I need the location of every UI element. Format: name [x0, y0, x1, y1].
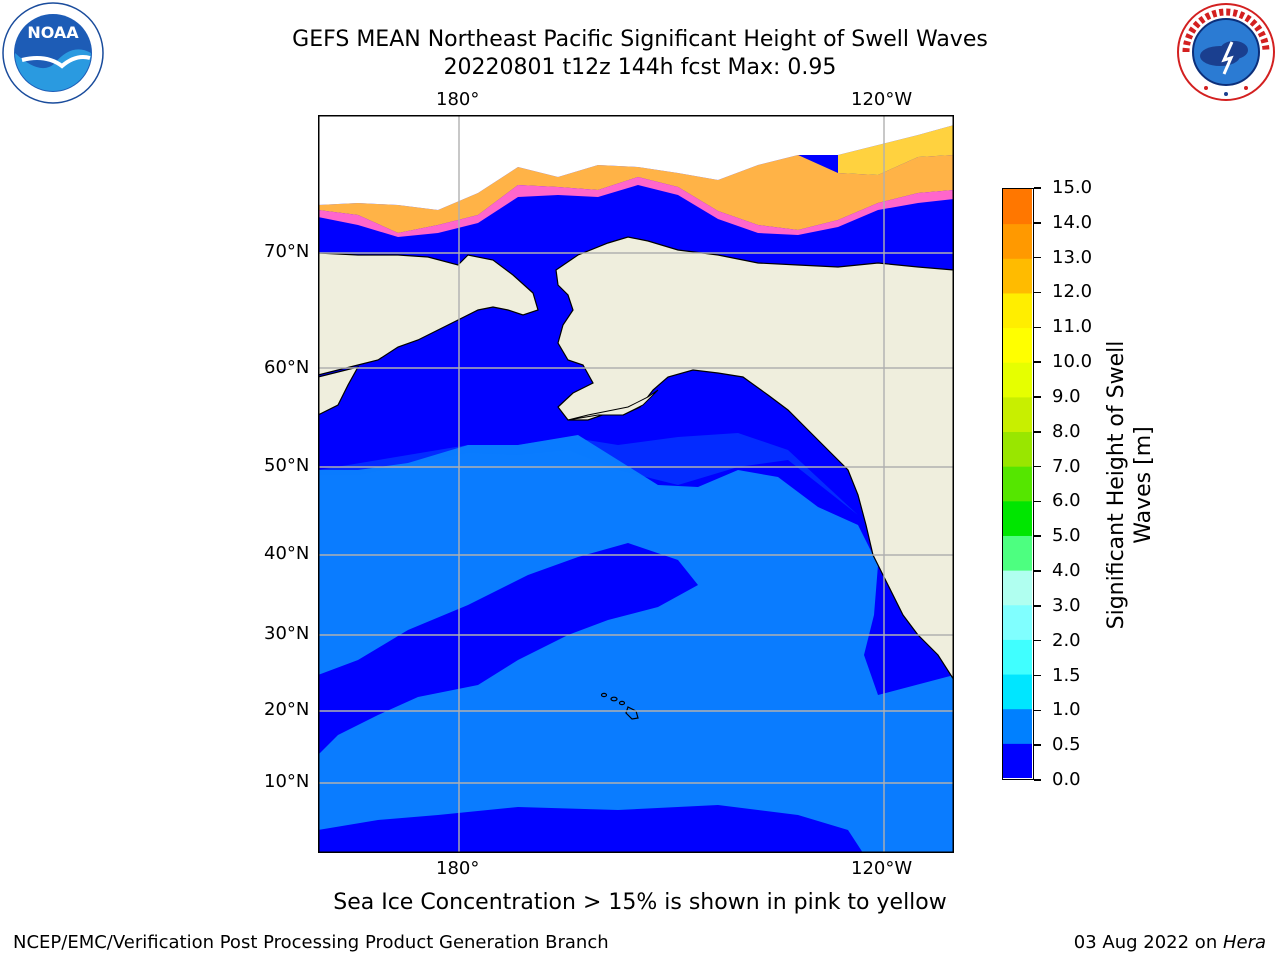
noaa-logo-text: NOAA: [27, 23, 79, 42]
colorbar-tick-mark: [1034, 639, 1041, 642]
colorbar-tick-label: 0.0: [1052, 769, 1081, 790]
colorbar-tick-label: 9.0: [1052, 385, 1081, 407]
noaa-logo-icon: NOAA: [2, 2, 104, 104]
chart-subtitle: 20220801 t12z 144h fcst Max: 0.95: [443, 55, 837, 80]
map-panel: [318, 115, 954, 853]
colorbar-label: Significant Height of Swell Waves [m]: [1103, 335, 1157, 635]
colorbar-swatch: [1003, 466, 1032, 502]
colorbar-tick-mark: [1034, 431, 1041, 433]
colorbar-tick-mark: [1034, 465, 1041, 468]
colorbar-swatch: [1003, 431, 1032, 467]
colorbar-swatch: [1003, 639, 1032, 675]
colorbar-tick-mark: [1034, 256, 1041, 259]
colorbar-tick-label: 1.5: [1052, 664, 1081, 686]
lat-label-20n: 20°N: [264, 699, 310, 720]
colorbar-tick-label: 2.0: [1052, 629, 1081, 651]
colorbar-tick-label: 3.0: [1052, 594, 1081, 616]
swell-dark-south: [318, 805, 863, 853]
lon-label-bottom-120w: 120°W: [851, 858, 913, 879]
colorbar-tick-mark: [1034, 674, 1041, 677]
graticule: [318, 115, 954, 853]
colorbar-swatch: [1003, 396, 1032, 433]
lat-label-40n: 40°N: [264, 543, 310, 564]
colorbar-tick-label: 13.0: [1052, 246, 1093, 268]
footer-machine: Hera: [1222, 932, 1266, 953]
colorbar-tick-label: 12.0: [1052, 281, 1093, 303]
lon-label-top-180: 180°: [436, 89, 480, 110]
colorbar-tick-mark: [1034, 570, 1041, 572]
colorbar-tick-mark: [1034, 361, 1041, 363]
colorbar-tick-label: 5.0: [1052, 525, 1081, 547]
colorbar-swatch: [1003, 535, 1032, 571]
lat-label-30n: 30°N: [264, 623, 310, 644]
footer-date: 03 Aug 2022 on: [1073, 932, 1223, 953]
land-siberia: [318, 252, 539, 376]
lon-label-top-120w: 120°W: [851, 89, 913, 110]
colorbar-tick-label: 10.0: [1052, 351, 1093, 373]
colorbar-swatch: [1003, 258, 1032, 294]
colorbar-tick-label: 8.0: [1052, 420, 1081, 442]
land-north-america: [555, 236, 954, 682]
colorbar-tick-mark: [1034, 396, 1041, 398]
colorbar-swatch: [1003, 570, 1032, 606]
sea-ice-caption: Sea Ice Concentration > 15% is shown in …: [333, 890, 947, 915]
colorbar-tick-mark: [1034, 187, 1041, 189]
colorbar: [1002, 188, 1034, 780]
colorbar-tick-mark: [1034, 709, 1041, 712]
colorbar-swatch: [1003, 292, 1032, 329]
colorbar-tick-mark: [1034, 291, 1041, 294]
colorbar-label-line2: Waves [m]: [1131, 426, 1156, 544]
no-data-arctic: [318, 115, 954, 210]
sea-ice-orange: [318, 155, 954, 233]
lat-label-70n: 70°N: [264, 241, 310, 262]
colorbar-swatch: [1003, 708, 1032, 744]
footer-right: 03 Aug 2022 on Hera: [1074, 932, 1266, 953]
colorbar-swatch: [1003, 674, 1032, 710]
colorbar-tick-mark: [1034, 500, 1041, 503]
colorbar-tick-mark: [1034, 326, 1041, 329]
colorbar-tick-mark: [1034, 779, 1041, 781]
colorbar-tick-mark: [1034, 535, 1041, 537]
colorbar-swatch: [1003, 189, 1032, 225]
lat-label-50n: 50°N: [264, 455, 310, 476]
colorbar-tick-mark: [1034, 744, 1041, 746]
colorbar-tick-mark: [1034, 605, 1041, 607]
colorbar-tick-label: 14.0: [1052, 211, 1093, 233]
sea-ice-pink: [318, 177, 954, 237]
colorbar-swatch: [1003, 604, 1032, 640]
colorbar-swatch: [1003, 223, 1032, 259]
map-frame: [318, 115, 954, 853]
colorbar-swatch: [1003, 743, 1032, 778]
footer-left: NCEP/EMC/Verification Post Processing Pr…: [13, 932, 609, 953]
nws-logo-icon: [1176, 2, 1276, 102]
colorbar-tick-mark: [1034, 222, 1041, 224]
lon-label-bottom-180: 180°: [436, 858, 480, 879]
colorbar-tick-label: 1.0: [1052, 699, 1081, 721]
colorbar-tick-label: 6.0: [1052, 490, 1081, 512]
sea-ice-yellow: [838, 125, 954, 175]
colorbar-tick-label: 7.0: [1052, 455, 1081, 477]
lat-label-60n: 60°N: [264, 357, 310, 378]
colorbar-swatch: [1003, 327, 1032, 363]
colorbar-swatch: [1003, 362, 1032, 398]
colorbar-swatch: [1003, 500, 1032, 536]
colorbar-label-line1: Significant Height of Swell: [1104, 340, 1129, 630]
swell-dark-band: [318, 543, 698, 755]
colorbar-tick-label: 15.0: [1052, 177, 1093, 198]
lat-label-10n: 10°N: [264, 771, 310, 792]
chart-title: GEFS MEAN Northeast Pacific Significant …: [292, 27, 988, 52]
colorbar-tick-label: 11.0: [1052, 316, 1093, 338]
colorbar-tick-label: 4.0: [1052, 560, 1081, 582]
colorbar-tick-label: 0.5: [1052, 734, 1081, 756]
colorbar-swatches: [1003, 189, 1032, 778]
